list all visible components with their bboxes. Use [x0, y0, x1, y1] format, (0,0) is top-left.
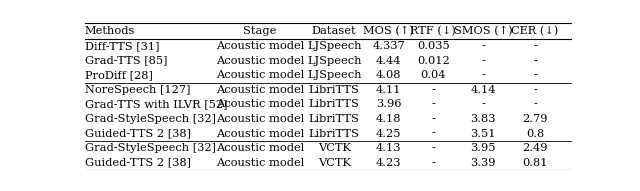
Text: -: - — [533, 70, 537, 80]
Text: Acoustic model: Acoustic model — [216, 56, 304, 66]
Text: VCTK: VCTK — [317, 143, 351, 153]
Text: Acoustic model: Acoustic model — [216, 143, 304, 153]
Text: 4.44: 4.44 — [376, 56, 401, 66]
Text: LibriTTS: LibriTTS — [308, 99, 360, 109]
Text: -: - — [481, 99, 485, 109]
Text: 3.96: 3.96 — [376, 99, 401, 109]
Text: Acoustic model: Acoustic model — [216, 41, 304, 51]
Text: NoreSpeech [127]: NoreSpeech [127] — [85, 85, 191, 95]
Text: Grad-TTS with ILVR [52]: Grad-TTS with ILVR [52] — [85, 99, 227, 109]
Text: -: - — [431, 129, 435, 138]
Text: Guided-TTS 2 [38]: Guided-TTS 2 [38] — [85, 158, 191, 168]
Text: 4.13: 4.13 — [376, 143, 401, 153]
Text: 2.49: 2.49 — [522, 143, 548, 153]
Text: LJSpeech: LJSpeech — [307, 70, 362, 80]
Text: -: - — [533, 85, 537, 95]
Text: SMOS (↑): SMOS (↑) — [454, 26, 513, 36]
Text: LJSpeech: LJSpeech — [307, 56, 362, 66]
Text: 4.337: 4.337 — [372, 41, 405, 51]
Text: Dataset: Dataset — [312, 26, 356, 36]
Text: -: - — [481, 41, 485, 51]
Text: Acoustic model: Acoustic model — [216, 70, 304, 80]
Text: 3.39: 3.39 — [470, 158, 496, 168]
Text: Acoustic model: Acoustic model — [216, 158, 304, 168]
Text: 4.14: 4.14 — [470, 85, 496, 95]
Text: CER (↓): CER (↓) — [511, 26, 559, 36]
Text: 4.11: 4.11 — [376, 85, 401, 95]
Text: 4.08: 4.08 — [376, 70, 401, 80]
Text: LibriTTS: LibriTTS — [308, 114, 360, 124]
Text: LJSpeech: LJSpeech — [307, 41, 362, 51]
Text: 4.25: 4.25 — [376, 129, 401, 138]
Text: 3.51: 3.51 — [470, 129, 496, 138]
Text: -: - — [431, 143, 435, 153]
Text: Acoustic model: Acoustic model — [216, 99, 304, 109]
Text: Acoustic model: Acoustic model — [216, 114, 304, 124]
Text: Acoustic model: Acoustic model — [216, 129, 304, 138]
Text: 3.95: 3.95 — [470, 143, 496, 153]
Text: RTF (↓): RTF (↓) — [410, 26, 456, 36]
Text: -: - — [481, 56, 485, 66]
Text: -: - — [533, 41, 537, 51]
Text: 0.81: 0.81 — [522, 158, 548, 168]
Text: 0.8: 0.8 — [526, 129, 544, 138]
Text: Methods: Methods — [85, 26, 135, 36]
Text: 3.83: 3.83 — [470, 114, 496, 124]
Text: Grad-StyleSpeech [32]: Grad-StyleSpeech [32] — [85, 143, 216, 153]
Text: -: - — [431, 114, 435, 124]
Text: 2.79: 2.79 — [522, 114, 548, 124]
Text: VCTK: VCTK — [317, 158, 351, 168]
Text: -: - — [481, 70, 485, 80]
Text: -: - — [431, 85, 435, 95]
Text: -: - — [533, 56, 537, 66]
Text: MOS (↑): MOS (↑) — [364, 26, 414, 36]
Text: LibriTTS: LibriTTS — [308, 129, 360, 138]
Text: 0.035: 0.035 — [417, 41, 450, 51]
Text: Acoustic model: Acoustic model — [216, 85, 304, 95]
Text: 0.012: 0.012 — [417, 56, 450, 66]
Text: Grad-TTS [85]: Grad-TTS [85] — [85, 56, 168, 66]
Text: LibriTTS: LibriTTS — [308, 85, 360, 95]
Text: -: - — [431, 99, 435, 109]
Text: 4.18: 4.18 — [376, 114, 401, 124]
Text: Guided-TTS 2 [38]: Guided-TTS 2 [38] — [85, 129, 191, 138]
Text: -: - — [533, 99, 537, 109]
Text: -: - — [431, 158, 435, 168]
Text: 4.23: 4.23 — [376, 158, 401, 168]
Text: 0.04: 0.04 — [420, 70, 446, 80]
Text: Grad-StyleSpeech [32]: Grad-StyleSpeech [32] — [85, 114, 216, 124]
Text: ProDiff [28]: ProDiff [28] — [85, 70, 153, 80]
Text: Diff-TTS [31]: Diff-TTS [31] — [85, 41, 159, 51]
Text: Stage: Stage — [243, 26, 276, 36]
